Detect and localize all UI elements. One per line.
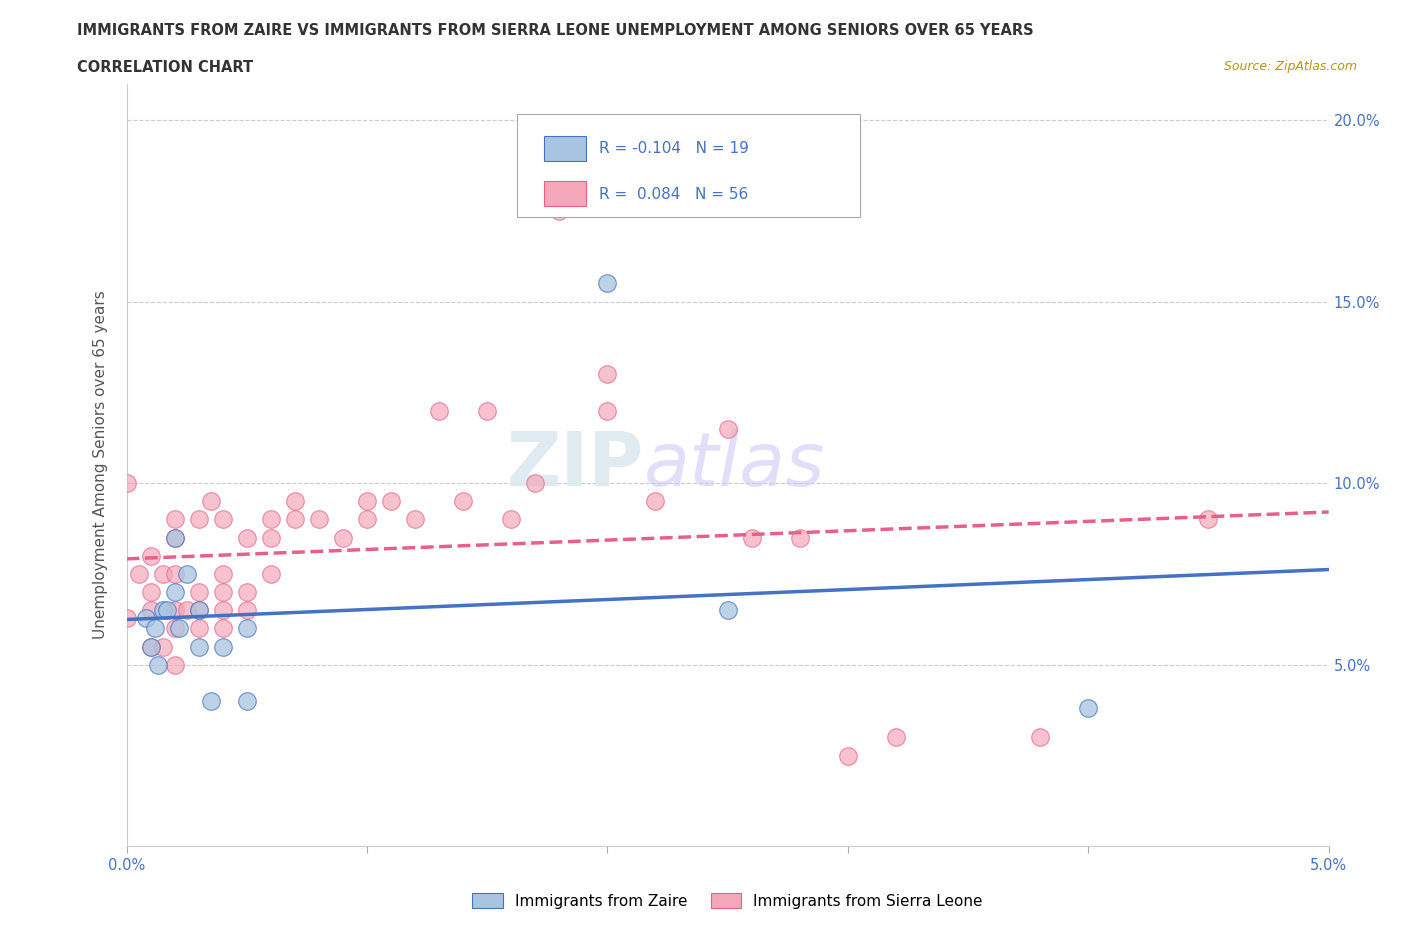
Point: [139, 639, 162, 654]
Point: [152, 566, 174, 581]
Point: [596, 276, 619, 291]
Point: [200, 494, 222, 509]
Point: [128, 566, 150, 581]
Point: [356, 512, 378, 527]
Point: [163, 585, 186, 600]
Point: [260, 566, 283, 581]
Point: [716, 421, 740, 436]
Point: [115, 610, 138, 625]
Bar: [544, 136, 586, 161]
Point: [837, 748, 859, 763]
Point: [152, 639, 174, 654]
Point: [427, 403, 450, 418]
Point: [284, 512, 307, 527]
Point: [235, 530, 259, 545]
Point: [211, 639, 233, 654]
Point: [1029, 730, 1052, 745]
Text: CORRELATION CHART: CORRELATION CHART: [77, 60, 253, 75]
Point: [163, 658, 186, 672]
Point: [404, 512, 426, 527]
Point: [332, 530, 354, 545]
Point: [115, 476, 138, 491]
Point: [139, 549, 162, 564]
Point: [187, 585, 209, 600]
Point: [308, 512, 330, 527]
Point: [1077, 701, 1099, 716]
Point: [451, 494, 474, 509]
Point: [548, 204, 571, 219]
Point: [176, 603, 198, 618]
Point: [163, 530, 186, 545]
Point: [501, 512, 523, 527]
Point: [139, 585, 162, 600]
Point: [380, 494, 402, 509]
Point: [235, 621, 259, 636]
Point: [211, 603, 233, 618]
Point: [163, 566, 186, 581]
Point: [187, 621, 209, 636]
Point: [139, 639, 162, 654]
Point: [163, 512, 186, 527]
Y-axis label: Unemployment Among Seniors over 65 years: Unemployment Among Seniors over 65 years: [93, 291, 108, 640]
Point: [145, 621, 167, 636]
Point: [596, 403, 619, 418]
Point: [163, 621, 186, 636]
Point: [524, 476, 547, 491]
FancyBboxPatch shape: [517, 114, 860, 218]
Point: [211, 621, 233, 636]
Point: [187, 603, 209, 618]
Text: atlas: atlas: [644, 429, 825, 501]
Text: IMMIGRANTS FROM ZAIRE VS IMMIGRANTS FROM SIERRA LEONE UNEMPLOYMENT AMONG SENIORS: IMMIGRANTS FROM ZAIRE VS IMMIGRANTS FROM…: [77, 23, 1033, 38]
Point: [146, 658, 169, 672]
Point: [884, 730, 907, 745]
Point: [211, 585, 233, 600]
Point: [169, 621, 191, 636]
Point: [163, 603, 186, 618]
Legend: Immigrants from Zaire, Immigrants from Sierra Leone: Immigrants from Zaire, Immigrants from S…: [467, 886, 988, 915]
Point: [260, 530, 283, 545]
Point: [596, 366, 619, 381]
Text: R = -0.104   N = 19: R = -0.104 N = 19: [599, 141, 749, 156]
Point: [200, 694, 222, 709]
Point: [156, 603, 179, 618]
Point: [163, 530, 186, 545]
Text: Source: ZipAtlas.com: Source: ZipAtlas.com: [1223, 60, 1357, 73]
Point: [152, 603, 174, 618]
Text: ZIP: ZIP: [506, 429, 644, 501]
Point: [135, 610, 157, 625]
Point: [789, 530, 811, 545]
Point: [139, 603, 162, 618]
Point: [235, 585, 259, 600]
Text: R =  0.084   N = 56: R = 0.084 N = 56: [599, 187, 748, 202]
Point: [716, 603, 740, 618]
Point: [211, 512, 233, 527]
Point: [235, 603, 259, 618]
Bar: [544, 181, 586, 206]
Point: [187, 639, 209, 654]
Point: [1197, 512, 1219, 527]
Point: [187, 512, 209, 527]
Point: [741, 530, 763, 545]
Point: [260, 512, 283, 527]
Point: [644, 494, 666, 509]
Point: [235, 694, 259, 709]
Point: [187, 603, 209, 618]
Point: [284, 494, 307, 509]
Point: [176, 566, 198, 581]
Point: [211, 566, 233, 581]
Point: [356, 494, 378, 509]
Point: [475, 403, 498, 418]
